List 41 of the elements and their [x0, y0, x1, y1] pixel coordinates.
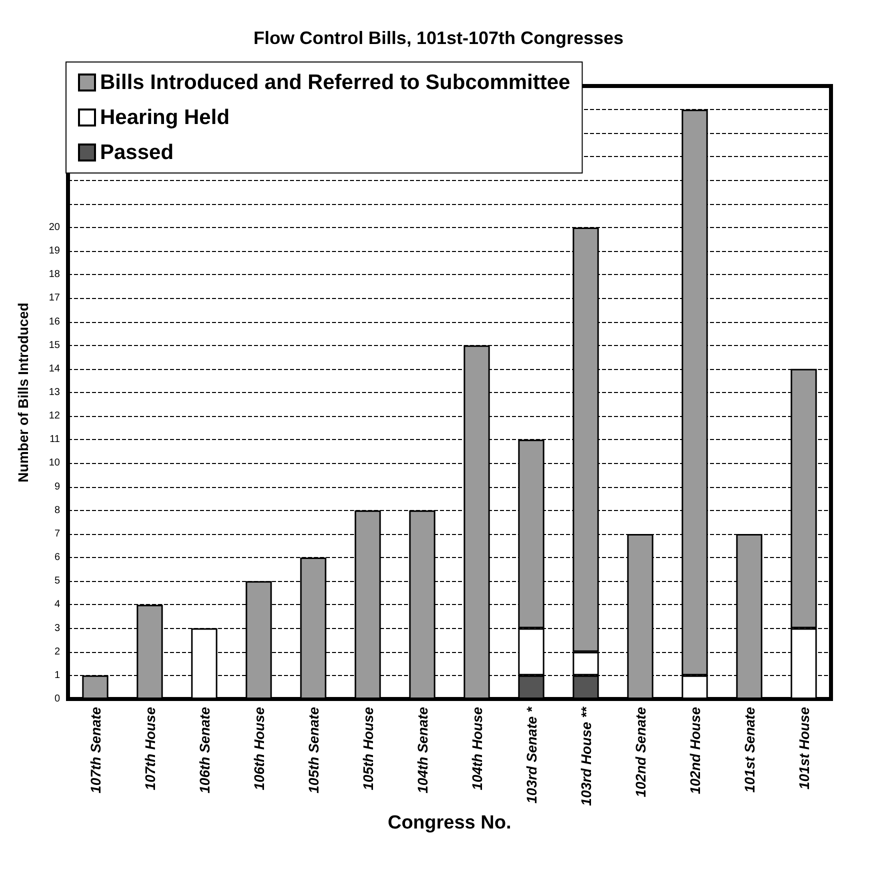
y-axis-title: Number of Bills Introduced — [15, 302, 31, 482]
legend-label: Hearing Held — [100, 106, 230, 129]
x-tick-label: 107th Senate — [87, 706, 104, 794]
y-tick-label: 8 — [54, 504, 60, 516]
y-tick-label: 2 — [54, 646, 60, 658]
x-tick-label: 106th House — [250, 706, 267, 790]
y-tick-label: 14 — [48, 363, 60, 374]
x-tick-label: 103rd Senate * — [523, 706, 540, 804]
x-tick-label: 104th Senate — [414, 706, 430, 794]
x-tick-label: 101st House — [796, 706, 812, 790]
x-tick-label: 105th Senate — [305, 706, 322, 794]
y-tick-label: 6 — [54, 552, 60, 564]
y-tick-label: 12 — [48, 410, 60, 422]
legend-label: Bills Introduced and Referred to Subcommittee — [100, 71, 570, 94]
x-tick-label: 101st Senate — [741, 706, 758, 793]
y-tick-label: 10 — [48, 458, 60, 469]
y-tick-label: 15 — [48, 340, 60, 351]
x-tick-label: 106th Senate — [196, 706, 212, 794]
y-tick-label: 13 — [48, 387, 60, 398]
y-tick-label: 18 — [48, 269, 60, 280]
y-tick-label: 0 — [54, 694, 60, 704]
y-tick-label: 4 — [54, 599, 60, 610]
y-tick-label: 20 — [48, 222, 60, 233]
x-tick-label: 107th House — [142, 706, 158, 790]
y-tick-label: 3 — [54, 622, 60, 634]
y-tick-label: 17 — [48, 292, 60, 304]
x-tick-label: 104th House — [468, 706, 485, 790]
y-tick-label: 1 — [54, 670, 60, 681]
y-tick-label: 9 — [54, 481, 60, 492]
y-tick-label: 19 — [48, 246, 60, 257]
legend-label: Passed — [100, 141, 174, 164]
x-tick-label: 105th House — [360, 706, 376, 790]
x-tick-label: 103rd House ** — [578, 706, 594, 806]
x-tick-label: 102nd House — [686, 706, 703, 794]
y-tick-label: 16 — [48, 316, 60, 328]
x-tick-label: 102nd Senate — [632, 706, 648, 798]
y-tick-label: 11 — [50, 434, 60, 446]
y-tick-label: 5 — [54, 576, 60, 587]
chart-title: Flow Control Bills, 101st-107th Congresses — [253, 28, 624, 48]
x-axis-title: Congress No. — [388, 812, 512, 834]
y-tick-label: 7 — [54, 528, 60, 540]
